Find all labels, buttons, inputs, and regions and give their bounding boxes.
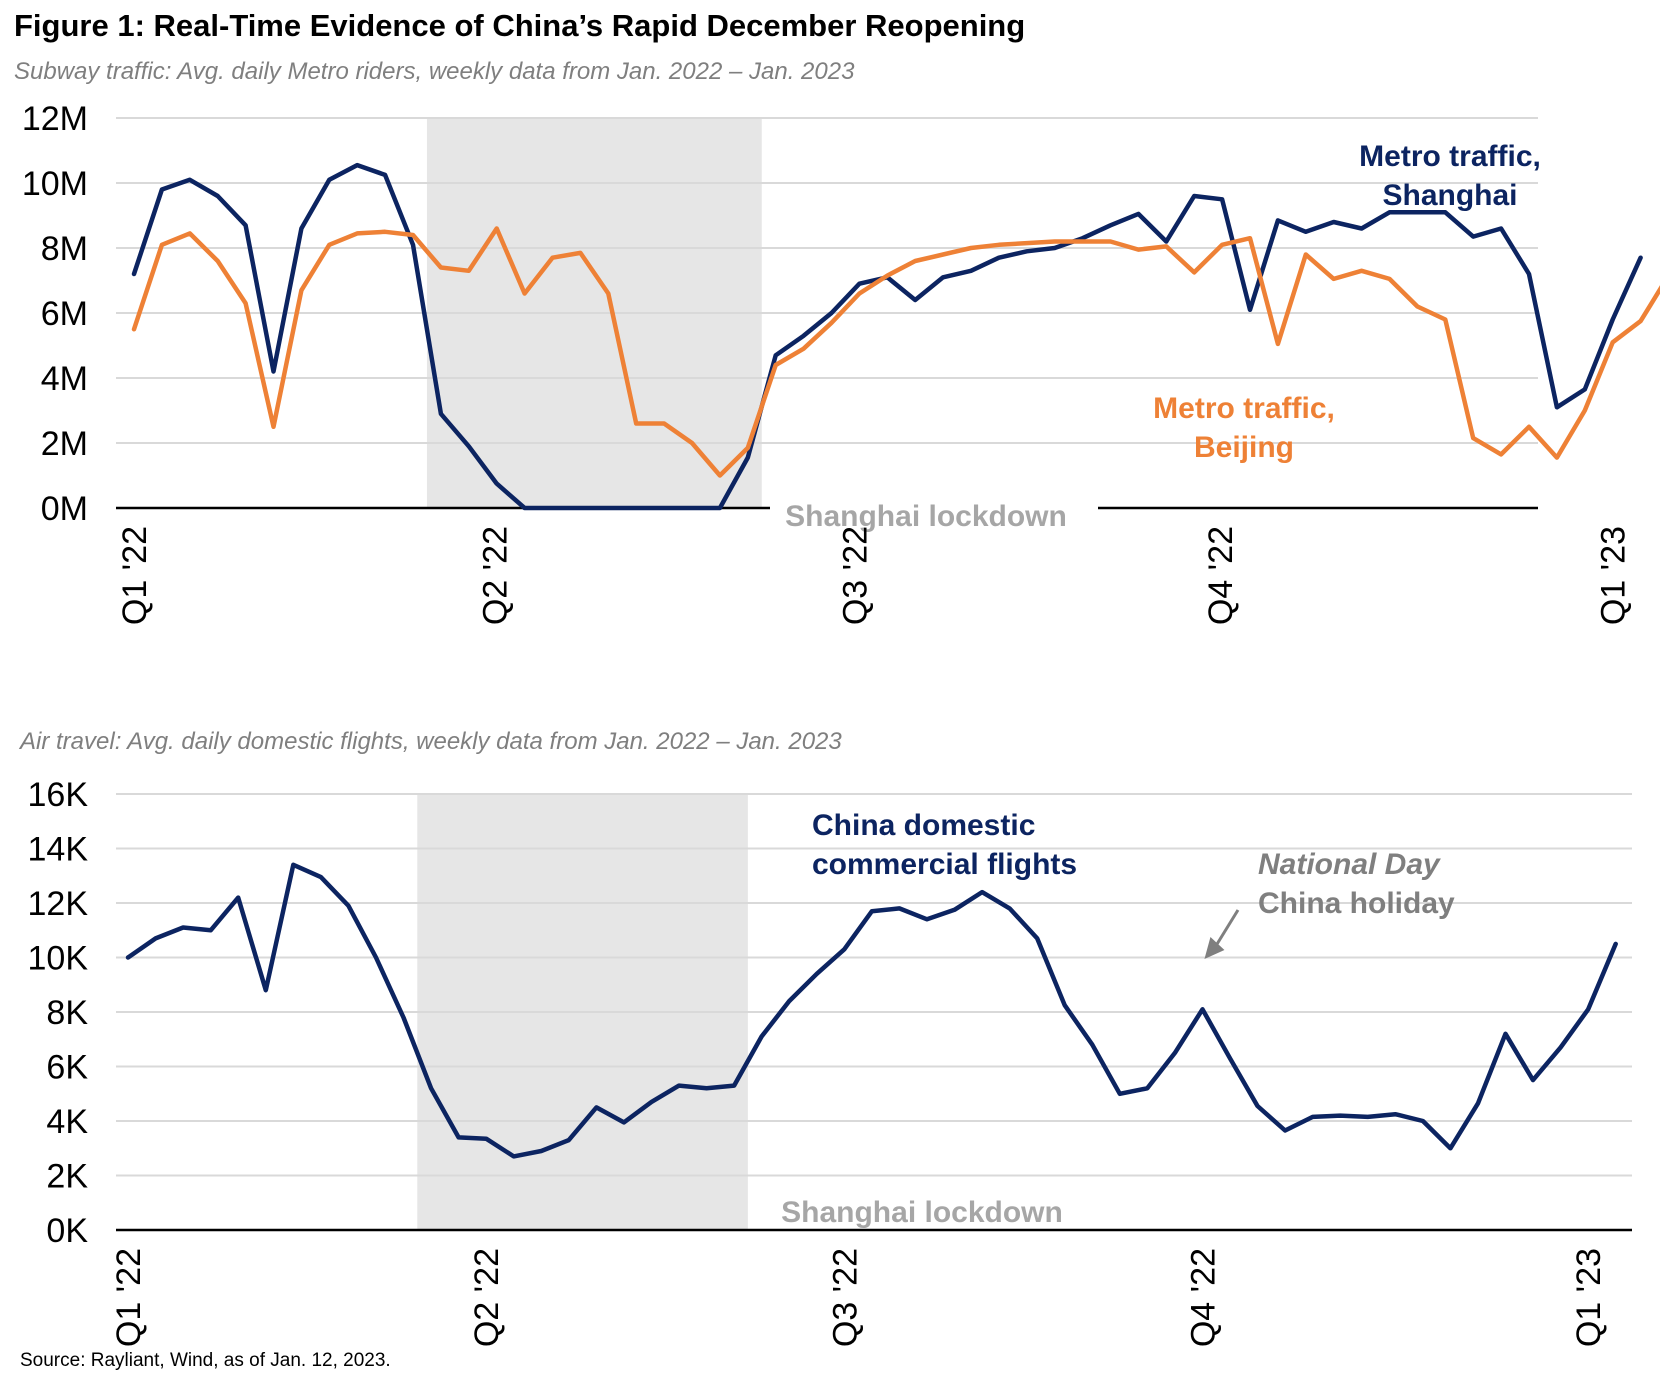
y-tick-label: 2M [41, 425, 88, 463]
y-tick-label: 0M [41, 490, 88, 528]
y-tick-label: 8K [46, 994, 88, 1032]
y-tick-label: 2K [46, 1158, 88, 1196]
y-tick-label: 8M [41, 230, 88, 268]
figure-title: Figure 1: Real-Time Evidence of China’s … [14, 8, 1026, 43]
x-tick-label: Q3 '22 [826, 1248, 864, 1347]
y-tick-label: 10K [28, 940, 89, 978]
chart2-subtitle: Air travel: Avg. daily domestic flights,… [20, 728, 842, 755]
x-tick-label: Q2 '22 [477, 526, 515, 625]
annotation-line: National Day [1258, 848, 1441, 881]
x-tick-label: Q3 '22 [836, 526, 874, 625]
y-tick-label: 12K [28, 885, 89, 923]
series-label: Metro traffic, Shanghai [1359, 140, 1541, 212]
series-label: Metro traffic, Beijing [1153, 392, 1335, 464]
lockdown-label: Shanghai lockdown [785, 500, 1067, 533]
x-tick-label: Q4 '22 [1184, 1248, 1222, 1347]
lockdown-label: Shanghai lockdown [781, 1196, 1063, 1229]
y-tick-label: 4K [46, 1103, 88, 1141]
y-tick-label: 4M [41, 360, 88, 398]
source-note: Source: Rayliant, Wind, as of Jan. 12, 2… [20, 1350, 391, 1371]
annotation-line: China holiday [1258, 887, 1455, 920]
series-line-flights [125, 862, 1618, 1159]
series-label-line: commercial flights [812, 848, 1077, 881]
national-day-annotation: National Day China holiday [1258, 848, 1455, 920]
y-tick-label: 0K [46, 1212, 88, 1250]
annotation-arrow-head [1204, 937, 1225, 959]
y-tick-label: 16K [28, 776, 89, 814]
x-tick-label: Q2 '22 [468, 1248, 506, 1347]
air-travel-chart: 0K 2K 4K 6K 8K 10K 12K 14K 16K Shanghai lockdown Q… [28, 776, 1632, 1347]
y-tick-label: 6K [46, 1049, 88, 1087]
series-line-beijing [131, 226, 1660, 478]
annotation-arrow-shaft [1215, 909, 1240, 946]
y-tick-label: 6M [41, 295, 88, 333]
series-label-line: Metro traffic, [1153, 392, 1335, 425]
chart1-subtitle: Subway traffic: Avg. daily Metro riders,… [14, 58, 855, 85]
x-tick-label: Q4 '22 [1202, 526, 1240, 625]
series-label-line: Metro traffic, [1359, 140, 1541, 173]
x-tick-label: Q1 '22 [116, 526, 154, 625]
x-tick-label: Q1 '23 [1595, 526, 1633, 625]
x-tick-label: Q1 '22 [110, 1248, 148, 1347]
y-tick-label: 10M [22, 165, 88, 203]
y-tick-label: 14K [28, 831, 89, 869]
series-label-line: China domestic [812, 809, 1035, 842]
series-line-shanghai [131, 162, 1643, 511]
series-label-line: Beijing [1194, 431, 1294, 464]
series-label-line: Shanghai [1382, 179, 1517, 212]
y-tick-label: 12M [22, 100, 88, 138]
x-tick-label: Q1 '23 [1570, 1248, 1608, 1347]
series-label: China domestic commercial flights [812, 809, 1077, 881]
subway-traffic-chart: 0M 2M 4M 6M 8M 10M 12M Shanghai lockdown Q1 '22 Q… [22, 100, 1660, 625]
